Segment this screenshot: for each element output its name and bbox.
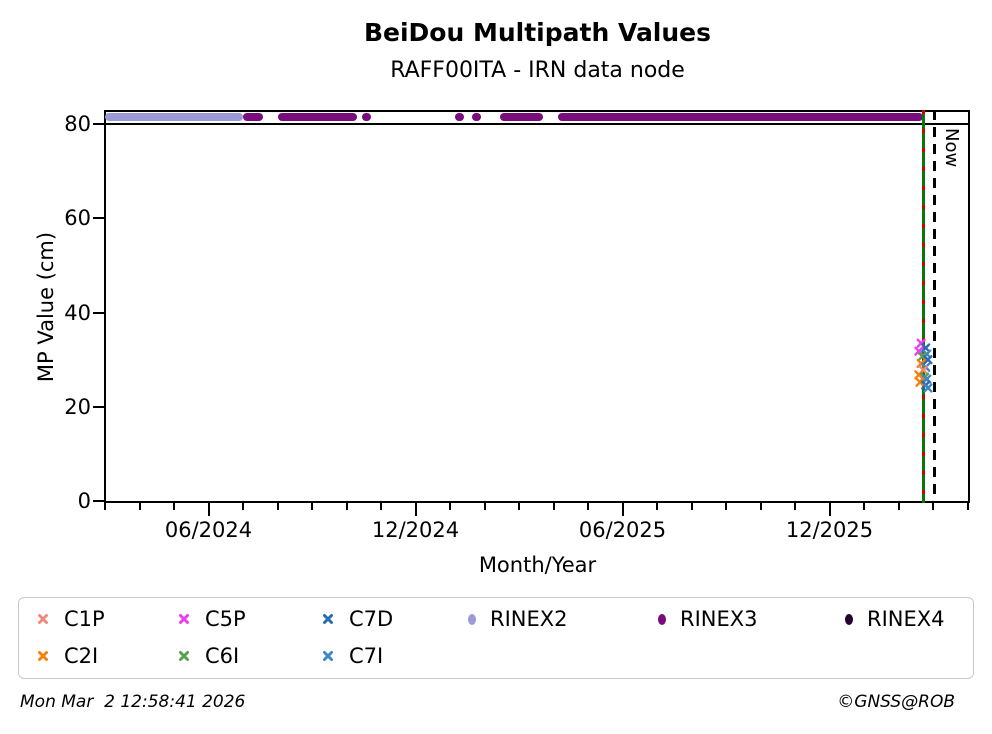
x-minor-tick [242, 503, 244, 510]
chart-title: BeiDou Multipath Values [363, 18, 712, 47]
legend-item-rinex4: RINEX4 [845, 604, 945, 634]
x-minor-tick [552, 503, 555, 510]
chart-subtitle: RAFF00ITA - IRN data node [390, 58, 685, 83]
x-minor-tick [725, 503, 727, 510]
legend-item-rinex2: RINEX2 [468, 604, 568, 634]
x-minor-tick [794, 503, 796, 510]
legend-marker-x-icon [323, 651, 333, 661]
legend-label: C2I [64, 644, 99, 668]
y-tick-label: 80 [64, 112, 91, 137]
plot-area [104, 110, 970, 503]
cap-line [105, 123, 970, 126]
availability-segment-rinex3 [243, 113, 264, 122]
x-major-tick [207, 503, 210, 516]
y-tick-label: 20 [64, 394, 91, 419]
x-tick-label: 06/2025 [578, 518, 667, 542]
legend-label: C7D [349, 607, 394, 631]
availability-segment-rinex3 [500, 113, 543, 122]
legend-label: C5P [205, 607, 246, 631]
x-tick-label: 12/2024 [371, 518, 460, 542]
legend-item-c2i: C2I [36, 641, 98, 671]
x-major-tick [621, 503, 624, 516]
latest-data-line [921, 110, 925, 503]
legend-marker-circle-icon [845, 613, 853, 625]
x-tick-label: 06/2024 [164, 518, 253, 542]
x-tick-label: 12/2025 [785, 518, 874, 542]
y-tick [93, 500, 105, 502]
x-minor-tick [345, 503, 348, 510]
legend-item-c5p: C5P [177, 604, 246, 634]
legend-label: RINEX3 [680, 607, 758, 631]
y-tick [93, 217, 105, 220]
y-tick [93, 405, 105, 408]
legend-label: C6I [205, 644, 240, 668]
availability-segment-rinex3 [362, 113, 372, 122]
legend-item-c6i: C6I [177, 641, 239, 671]
x-minor-tick [380, 503, 382, 510]
y-tick-label: 60 [64, 206, 91, 231]
legend-box [18, 597, 974, 679]
y-tick [93, 123, 105, 126]
plot-timestamp: Mon Mar 2 12:58:41 2026 [20, 692, 246, 712]
legend-marker-circle-icon [658, 613, 666, 625]
x-minor-tick [759, 503, 762, 510]
legend-marker-x-icon [38, 614, 48, 624]
legend-marker-x-icon [323, 614, 333, 624]
legend-label: RINEX2 [490, 607, 568, 631]
legend-label: C7I [349, 644, 384, 668]
availability-segment-rinex3 [454, 113, 464, 122]
x-minor-tick [173, 503, 175, 510]
x-axis-label: Month/Year [478, 553, 597, 577]
now-label: Now [941, 128, 963, 168]
x-minor-tick [138, 503, 141, 510]
y-tick-label: 0 [77, 489, 91, 513]
availability-segment-rinex2 [105, 113, 243, 122]
x-minor-tick [897, 503, 900, 510]
availability-segment-rinex3 [277, 113, 357, 122]
x-minor-tick [587, 503, 589, 510]
x-minor-tick [104, 503, 106, 510]
x-minor-tick [449, 503, 451, 510]
legend-marker-x-icon [179, 614, 189, 624]
x-minor-tick [311, 503, 313, 510]
x-minor-tick [518, 503, 520, 510]
x-minor-tick [690, 503, 693, 510]
now-line [933, 110, 936, 503]
credit-watermark: ©GNSS@ROB [837, 692, 955, 712]
x-minor-tick [932, 503, 934, 510]
x-minor-tick [276, 503, 279, 510]
legend-item-c7i: C7I [321, 641, 383, 671]
legend-marker-circle-icon [468, 613, 476, 625]
legend-item-c7d: C7D [321, 604, 393, 634]
legend-marker-x-icon [179, 651, 189, 661]
availability-segment-rinex3 [558, 113, 924, 122]
legend-label: RINEX4 [867, 607, 945, 631]
x-major-tick [414, 503, 417, 516]
x-minor-tick [863, 503, 865, 510]
legend-marker-x-icon [38, 651, 48, 661]
availability-segment-rinex3 [471, 113, 481, 122]
y-tick-label: 40 [64, 300, 91, 325]
x-major-tick [828, 503, 831, 516]
y-tick [93, 311, 105, 314]
x-minor-tick [483, 503, 486, 510]
legend-label: C1P [64, 607, 105, 631]
legend-item-c1p: C1P [36, 604, 105, 634]
x-minor-tick [966, 503, 969, 510]
x-minor-tick [656, 503, 658, 510]
legend-item-rinex3: RINEX3 [658, 604, 758, 634]
